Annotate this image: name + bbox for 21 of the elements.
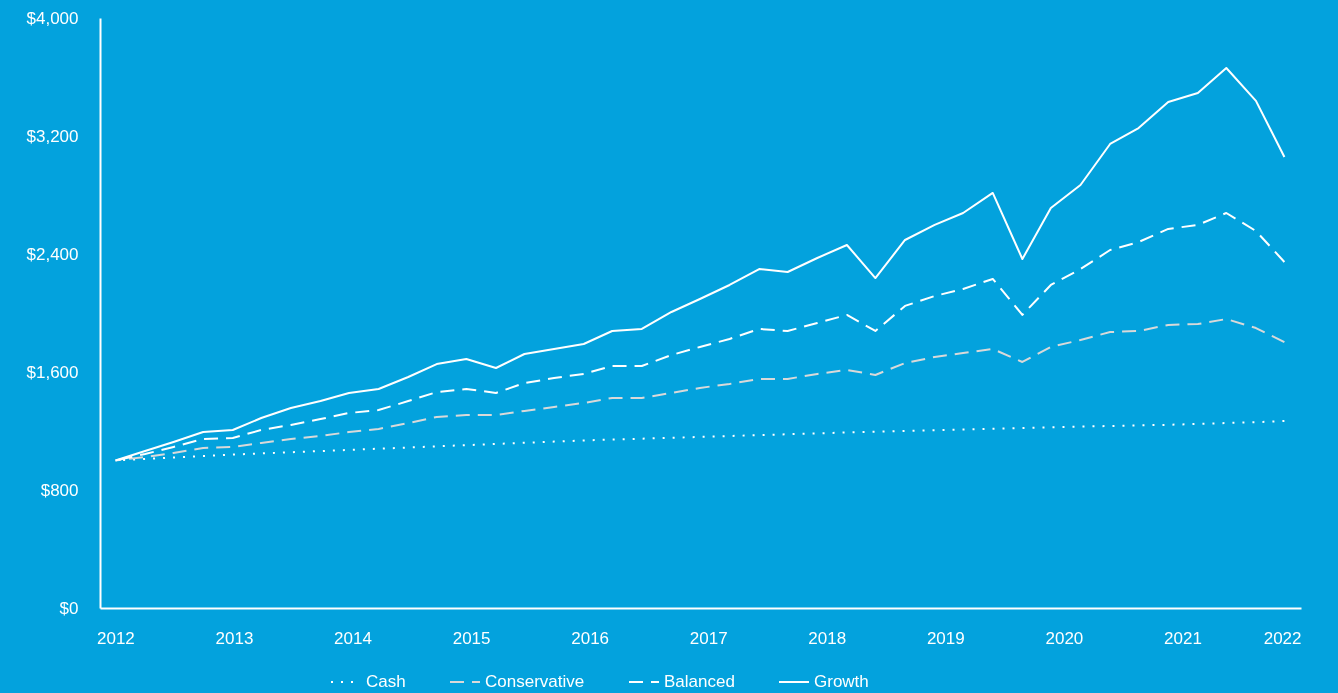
x-tick-label: 2018 — [808, 628, 847, 648]
x-tick-label: 2017 — [689, 628, 728, 648]
legend-label: Growth — [814, 672, 869, 691]
x-tick-label: 2020 — [1045, 628, 1084, 648]
legend-label: Conservative — [485, 672, 585, 691]
x-tick-label: 2016 — [571, 628, 610, 648]
x-tick-label: 2012 — [97, 628, 135, 648]
y-tick-label: $2,400 — [26, 244, 79, 264]
y-tick-label: $1,600 — [26, 362, 79, 382]
x-tick-label: 2015 — [452, 628, 491, 648]
x-tick-label: 2021 — [1164, 628, 1202, 648]
y-tick-label: $800 — [40, 480, 79, 500]
y-tick-label: $4,000 — [26, 8, 79, 28]
y-tick-label: $3,200 — [26, 126, 79, 146]
x-tick-label: 2014 — [334, 628, 372, 648]
x-tick-label: 2022 — [1263, 628, 1302, 648]
x-tick-label: 2013 — [215, 628, 254, 648]
legend-label: Balanced — [664, 672, 735, 691]
y-tick-label: $0 — [59, 598, 79, 618]
legend-label: Cash — [366, 672, 406, 691]
x-tick-label: 2019 — [926, 628, 965, 648]
